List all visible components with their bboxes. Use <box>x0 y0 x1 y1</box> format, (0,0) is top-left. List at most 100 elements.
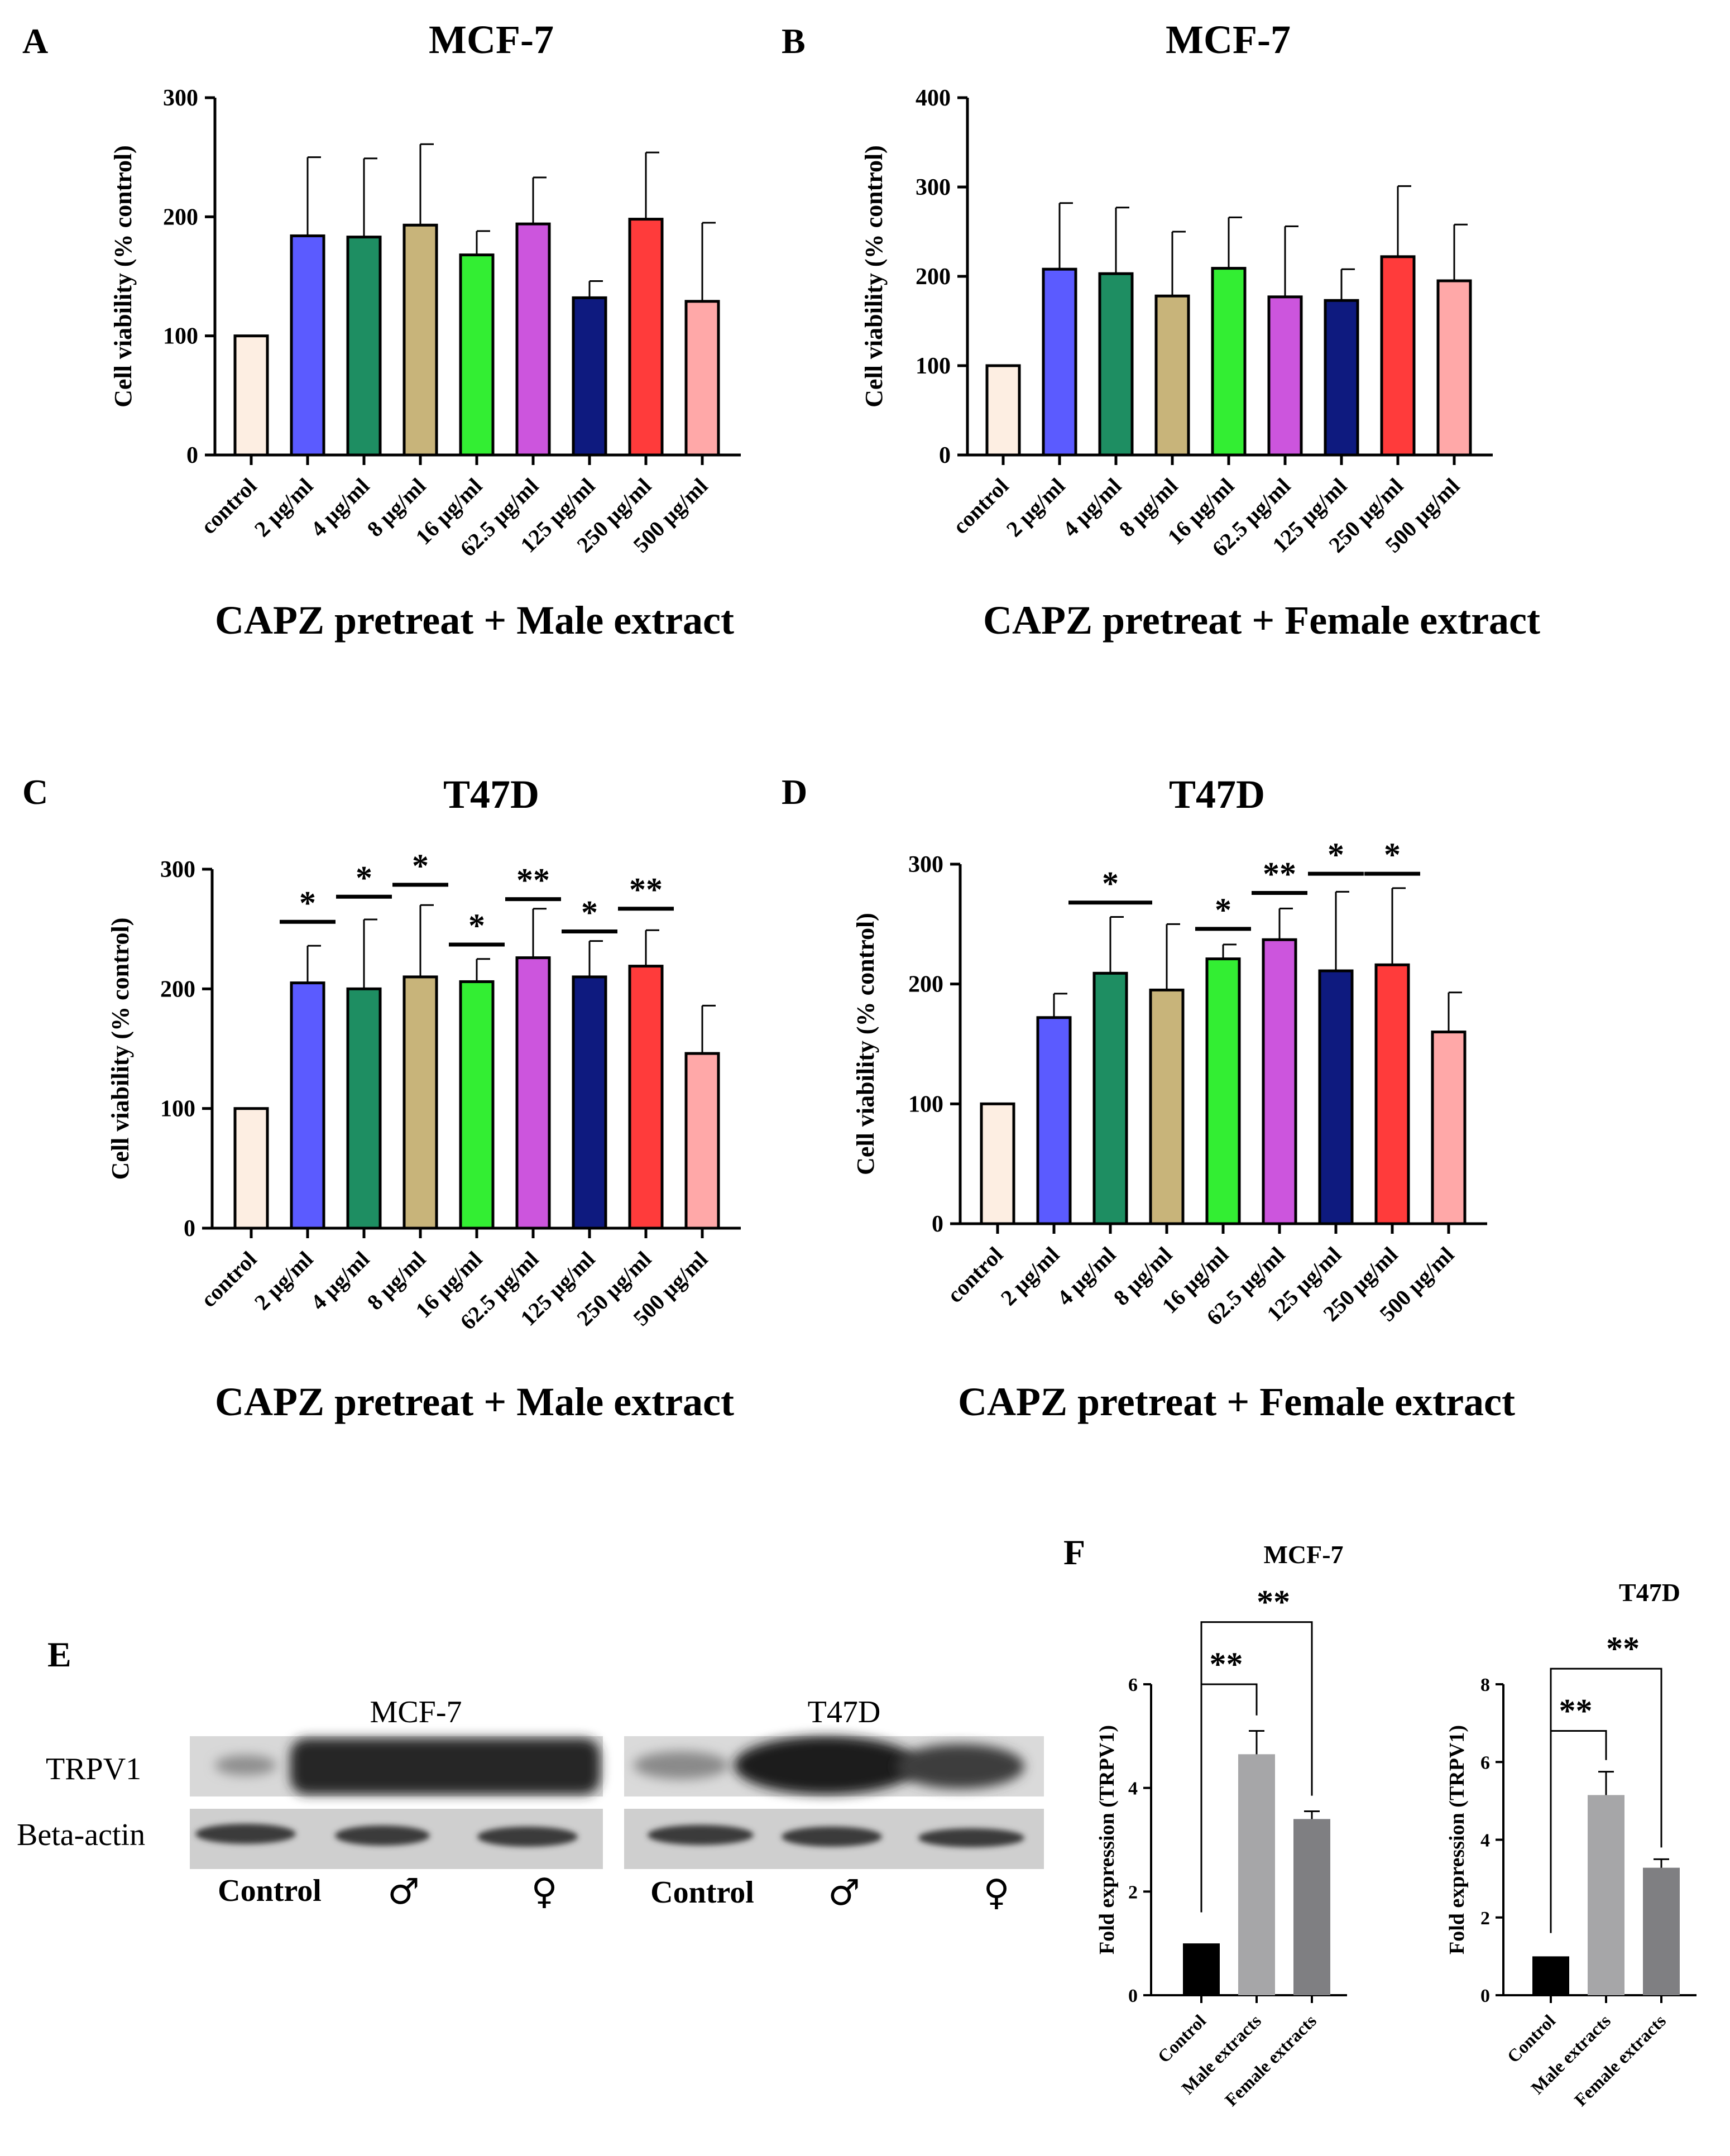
western-blot-panel: E MCF-7 T47D TRPV1 Beta-actin <box>17 1635 1044 1914</box>
y-tick-label: 8 <box>1480 1675 1490 1695</box>
y-tick-label: 200 <box>163 204 198 230</box>
category-label: 2 µg/ml <box>1001 473 1070 542</box>
category-label: 2 µg/ml <box>996 1242 1065 1311</box>
chart-a: A MCF-7 0 100 200 300 Cell viability (% contro… <box>22 17 741 643</box>
panel-label: B <box>782 21 806 61</box>
category-label: control <box>196 1247 262 1312</box>
bar <box>572 296 607 457</box>
y-tick-label: 0 <box>1480 1986 1490 2006</box>
bar <box>459 253 495 457</box>
bar <box>684 1052 720 1230</box>
bar <box>1588 1795 1624 1995</box>
bar <box>684 300 720 457</box>
bar <box>1154 294 1190 457</box>
chart-title: MCF-7 <box>1263 1540 1343 1569</box>
significance-marker: * <box>299 884 316 921</box>
y-axis-label: Cell viability (% control) <box>107 918 134 1180</box>
bar <box>402 975 438 1230</box>
blot-band <box>648 1825 754 1845</box>
bar <box>980 1102 1015 1225</box>
significance-bracket <box>1550 1668 1662 1898</box>
y-tick-label: 4 <box>1480 1831 1490 1851</box>
significance-marker: * <box>468 907 485 944</box>
chart-title: T47D <box>1169 772 1265 817</box>
y-axis-label: Cell viability (% control) <box>852 913 879 1175</box>
significance-marker: * <box>1384 836 1401 873</box>
category-label: Control <box>1503 2010 1559 2067</box>
y-tick-label: 0 <box>186 443 198 468</box>
blot-strip-t47d-actin <box>624 1809 1044 1869</box>
bar <box>1092 971 1128 1225</box>
category-label: 4 µg/ml <box>306 1247 375 1315</box>
bar <box>1380 255 1416 457</box>
blot-band <box>734 1736 918 1794</box>
y-tick-label: 100 <box>908 1091 943 1117</box>
y-tick-label: 2 <box>1480 1908 1490 1929</box>
significance-marker: ** <box>629 871 663 908</box>
category-label: control <box>196 473 262 539</box>
blot-band <box>477 1827 578 1847</box>
y-tick-label: 6 <box>1128 1675 1138 1695</box>
bar <box>1042 267 1077 457</box>
significance-marker: * <box>1328 836 1344 873</box>
category-label: 4 µg/ml <box>1058 473 1127 542</box>
blot-lane-label: Control <box>650 1875 754 1910</box>
y-tick-label: 300 <box>916 175 951 200</box>
male-symbol-icon: ♂ <box>387 1871 419 1913</box>
bar <box>515 222 551 457</box>
bar <box>1293 1819 1330 1995</box>
panel-label-e: E <box>47 1635 71 1674</box>
bar <box>1262 938 1297 1225</box>
bar <box>346 987 382 1230</box>
blot-strip-mcf7-actin <box>190 1809 603 1869</box>
y-tick-label: 200 <box>916 264 951 290</box>
bar <box>402 223 438 457</box>
bar <box>233 1107 269 1230</box>
chart-title: MCF-7 <box>1166 17 1291 62</box>
significance-marker: ** <box>1263 856 1296 893</box>
y-axis-label: Fold expression (TRPV1) <box>1095 1725 1119 1954</box>
y-axis-label: Cell viability (% control) <box>109 145 137 408</box>
blot-group-label-mcf7: MCF-7 <box>370 1695 462 1729</box>
y-tick-label: 0 <box>932 1211 943 1237</box>
blot-band <box>896 1744 1024 1789</box>
bar <box>290 234 325 457</box>
x-axis-label: CAPZ pretreat + Female extract <box>983 598 1540 643</box>
significance-marker: * <box>356 859 372 896</box>
y-tick-label: 200 <box>160 976 195 1002</box>
blot-lane-label: Control <box>218 1874 322 1908</box>
bar <box>1183 1943 1220 1995</box>
significance-marker: ** <box>1559 1693 1593 1729</box>
bar <box>1267 295 1303 457</box>
significance-marker: * <box>1215 892 1231 928</box>
bar <box>1436 279 1472 457</box>
bar <box>515 956 551 1230</box>
male-symbol-icon: ♂ <box>828 1872 860 1914</box>
chart-title: T47D <box>443 772 539 817</box>
y-tick-label: 0 <box>184 1216 195 1242</box>
blot-band <box>918 1828 1024 1847</box>
panel-label-f: F <box>1063 1532 1085 1572</box>
panel-label: A <box>22 21 48 61</box>
y-axis-label: Cell viability (% control) <box>860 145 888 408</box>
x-axis-label: CAPZ pretreat + Female extract <box>958 1379 1515 1424</box>
blot-band <box>634 1751 729 1779</box>
chart-c: C T47D 0 100 200 300 Cell viability (% control… <box>22 772 741 1424</box>
bar <box>1374 963 1410 1225</box>
bar <box>628 218 664 457</box>
chart-b: B MCF-7 0 100 200 300 400 Cell viability (% con… <box>782 17 1540 643</box>
significance-marker: ** <box>1606 1630 1640 1667</box>
category-label: Control <box>1153 2010 1210 2067</box>
y-tick-label: 200 <box>908 972 943 998</box>
category-label: 4 µg/ml <box>306 473 375 542</box>
y-tick-label: 300 <box>160 857 195 883</box>
bar <box>1098 272 1134 457</box>
bar <box>290 981 325 1230</box>
bar <box>1238 1754 1275 1995</box>
y-tick-label: 100 <box>160 1096 195 1122</box>
blot-band <box>782 1827 882 1847</box>
y-tick-label: 4 <box>1128 1779 1138 1799</box>
bar <box>628 965 664 1230</box>
bar <box>1318 969 1354 1225</box>
